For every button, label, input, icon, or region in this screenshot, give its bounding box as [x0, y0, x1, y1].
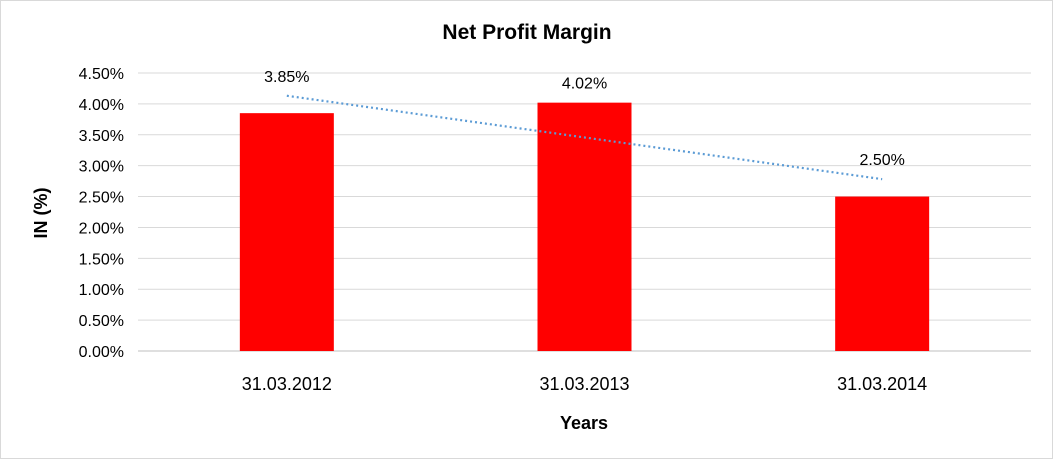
x-tick-label: 31.03.2013	[539, 374, 629, 394]
x-tick-label: 31.03.2012	[242, 374, 332, 394]
y-tick-label: 3.50%	[79, 128, 124, 145]
bars	[239, 102, 930, 352]
x-axis-ticks: 31.03.2012 31.03.2013 31.03.2014	[242, 374, 927, 394]
bar	[835, 196, 930, 351]
y-tick-label: 1.00%	[79, 282, 124, 299]
data-labels: 3.85% 4.02% 2.50%	[264, 69, 905, 169]
trendline-layer	[286, 94, 883, 181]
data-label: 4.02%	[562, 76, 607, 93]
chart-title: Net Profit Margin	[442, 21, 611, 44]
y-axis-title: IN (%)	[31, 188, 51, 239]
y-tick-label: 0.50%	[79, 313, 124, 330]
y-tick-label: 2.00%	[79, 220, 124, 237]
y-tick-label: 4.00%	[79, 97, 124, 114]
y-tick-label: 4.50%	[79, 66, 124, 83]
bar	[537, 102, 632, 351]
bar	[239, 113, 334, 352]
data-label: 2.50%	[859, 152, 904, 169]
x-axis-title: Years	[560, 413, 608, 433]
data-label: 3.85%	[264, 69, 309, 86]
trendline	[286, 94, 883, 181]
y-tick-label: 2.50%	[79, 190, 124, 207]
x-tick-label: 31.03.2014	[837, 374, 927, 394]
y-tick-label: 0.00%	[79, 344, 124, 361]
y-axis-ticks: 0.00% 0.50% 1.00% 1.50% 2.00% 2.50% 3.00% 3.50%…	[79, 66, 124, 361]
y-tick-label: 3.00%	[79, 159, 124, 176]
y-tick-label: 1.50%	[79, 251, 124, 268]
